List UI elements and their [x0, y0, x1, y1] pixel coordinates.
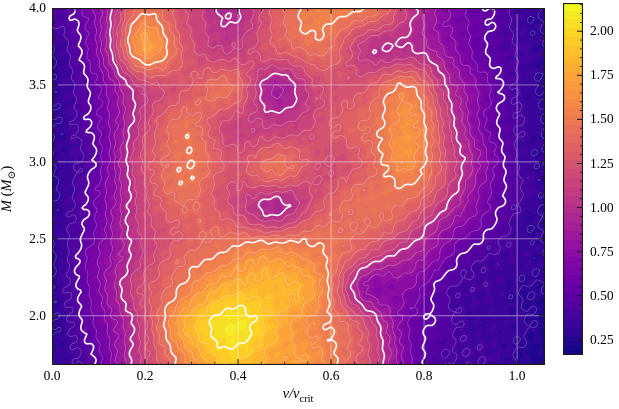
x-tick-label: 0.6 — [322, 368, 340, 383]
y-tick-label: 2.0 — [29, 307, 46, 323]
x-tick-label: 1.0 — [508, 368, 526, 383]
colorbar-canvas — [563, 3, 583, 355]
colorbar-tick-label: 0.25 — [590, 331, 614, 347]
x-tick-label: 0.2 — [136, 368, 154, 383]
x-axis-label: v/vcrit — [282, 386, 314, 405]
x-tick-label: 0.0 — [43, 368, 61, 383]
colorbar-tick-label: 1.75 — [590, 67, 614, 83]
x-tick-label: 0.4 — [229, 368, 247, 383]
colorbar-tick-label: 1.50 — [590, 111, 614, 127]
y-tick-label: 2.5 — [29, 230, 46, 246]
x-tick-label: 0.8 — [415, 368, 433, 383]
colorbar-tick-label: 1.25 — [590, 155, 614, 171]
colorbar-tick-label: 1.00 — [590, 199, 614, 215]
y-tick-label: 4.0 — [29, 0, 46, 15]
colorbar-tick-label: 0.50 — [590, 287, 614, 303]
y-tick-label: 3.5 — [29, 76, 46, 92]
y-tick-label: 3.0 — [29, 153, 46, 169]
colorbar-tick-label: 2.00 — [590, 23, 614, 39]
colorbar-tick-label: 0.75 — [590, 243, 614, 259]
heatmap-canvas — [52, 8, 545, 365]
